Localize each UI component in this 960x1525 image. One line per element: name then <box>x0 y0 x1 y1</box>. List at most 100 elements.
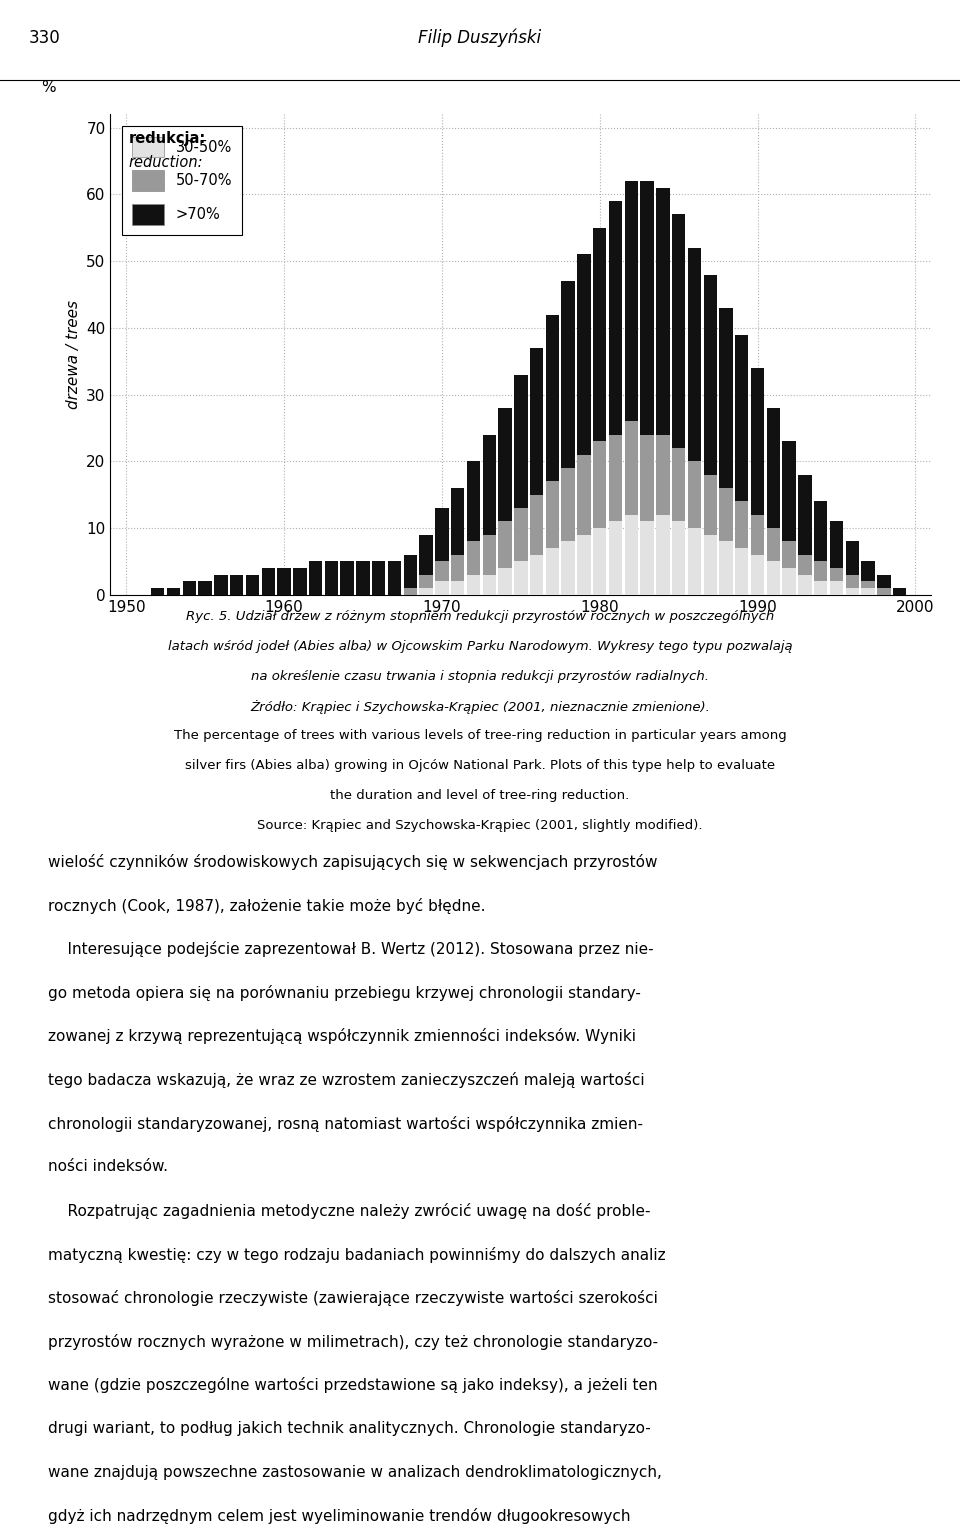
Text: Filip Duszyński: Filip Duszyński <box>419 29 541 47</box>
Bar <box>451 581 465 595</box>
Bar <box>829 522 843 569</box>
Text: redukcja:: redukcja: <box>129 131 205 146</box>
Bar <box>420 589 433 595</box>
Bar <box>483 535 496 575</box>
Bar <box>625 515 638 595</box>
Text: gdyż ich nadrzędnym celem jest wyeliminowanie trendów długookresowych: gdyż ich nadrzędnym celem jest wyelimino… <box>48 1508 631 1523</box>
Bar <box>403 589 417 595</box>
Bar <box>530 494 543 555</box>
Bar <box>861 581 875 589</box>
Bar <box>893 589 906 595</box>
Text: rocznych (Cook, 1987), założenie takie może być błędne.: rocznych (Cook, 1987), założenie takie m… <box>48 898 486 913</box>
Bar <box>151 589 164 595</box>
Bar <box>577 255 590 454</box>
Bar <box>435 581 448 595</box>
Bar <box>420 575 433 589</box>
Bar <box>640 181 654 435</box>
Bar <box>562 468 575 541</box>
Text: Żródło: Krąpiec i Szychowska-Krąpiec (2001, nieznacznie zmienione).: Żródło: Krąpiec i Szychowska-Krąpiec (20… <box>250 700 710 714</box>
Bar <box>214 575 228 595</box>
Bar <box>593 227 607 441</box>
Bar <box>672 522 685 595</box>
Bar <box>309 561 323 595</box>
Bar <box>545 482 559 547</box>
Bar <box>814 581 828 595</box>
Text: Source: Krąpiec and Szychowska-Krąpiec (2001, slightly modified).: Source: Krąpiec and Szychowska-Krąpiec (… <box>257 819 703 833</box>
Bar <box>735 502 749 547</box>
Bar <box>625 181 638 421</box>
Text: latach wśród jodeł (Abies alba) w Ojcowskim Parku Narodowym. Wykresy tego typu p: latach wśród jodeł (Abies alba) w Ojcows… <box>168 640 792 653</box>
Bar <box>767 561 780 595</box>
Bar <box>324 561 338 595</box>
Bar <box>861 561 875 581</box>
Bar <box>372 561 386 595</box>
Bar <box>609 522 622 595</box>
Legend: 30-50%, 50-70%, >70%: 30-50%, 50-70%, >70% <box>122 127 243 235</box>
Bar <box>751 515 764 555</box>
Bar <box>656 435 669 515</box>
Bar <box>782 541 796 569</box>
Bar <box>625 421 638 515</box>
Text: The percentage of trees with various levels of tree-ring reduction in particular: The percentage of trees with various lev… <box>174 729 786 743</box>
Bar <box>798 555 811 575</box>
Bar <box>656 515 669 595</box>
Bar <box>451 488 465 555</box>
Bar <box>814 561 828 581</box>
Text: Ryc. 5. Udział drzew z różnym stopniem redukcji przyrostów rocznych w poszczegól: Ryc. 5. Udział drzew z różnym stopniem r… <box>186 610 774 624</box>
Bar <box>467 541 480 575</box>
Bar <box>246 575 259 595</box>
Bar <box>672 448 685 522</box>
Bar <box>782 441 796 541</box>
Bar <box>687 528 701 595</box>
Bar <box>767 528 780 561</box>
Bar <box>341 561 354 595</box>
Text: tego badacza wskazują, że wraz ze wzrostem zanieczyszczeń maleją wartości: tego badacza wskazują, że wraz ze wzrost… <box>48 1072 644 1087</box>
Bar <box>767 407 780 528</box>
Text: wielość czynników środowiskowych zapisujących się w sekwencjach przyrostów: wielość czynników środowiskowych zapisuj… <box>48 854 658 869</box>
Bar <box>735 547 749 595</box>
Bar <box>230 575 244 595</box>
Bar <box>846 575 859 589</box>
Bar <box>877 589 891 595</box>
Bar <box>719 541 732 595</box>
Bar <box>498 407 512 522</box>
Bar <box>403 555 417 589</box>
Bar <box>704 474 717 535</box>
Bar <box>672 215 685 448</box>
Bar <box>798 474 811 555</box>
Bar <box>704 274 717 474</box>
Bar <box>719 308 732 488</box>
Text: Interesujące podejście zaprezentował B. Wertz (2012). Stosowana przez nie-: Interesujące podejście zaprezentował B. … <box>48 941 654 958</box>
Text: przyrostów rocznych wyrażone w milimetrach), czy też chronologie standaryzo-: przyrostów rocznych wyrażone w milimetra… <box>48 1334 659 1350</box>
Bar <box>829 581 843 595</box>
Y-axis label: drzewa / trees: drzewa / trees <box>65 300 81 409</box>
Bar <box>782 569 796 595</box>
Text: ności indeksów.: ności indeksów. <box>48 1159 168 1174</box>
Text: zowanej z krzywą reprezentującą współczynnik zmienności indeksów. Wyniki: zowanej z krzywą reprezentującą współczy… <box>48 1028 636 1045</box>
Bar <box>577 454 590 535</box>
Bar <box>751 368 764 515</box>
Bar <box>467 575 480 595</box>
Bar <box>277 569 291 595</box>
Bar <box>498 522 512 569</box>
Bar <box>261 569 275 595</box>
Text: %: % <box>41 81 56 95</box>
Bar <box>687 247 701 461</box>
Bar <box>798 575 811 595</box>
Bar <box>498 569 512 595</box>
Bar <box>293 569 306 595</box>
Bar <box>562 541 575 595</box>
Bar <box>562 281 575 468</box>
Bar <box>182 581 196 595</box>
Bar <box>593 441 607 528</box>
Bar <box>435 561 448 581</box>
Text: chronologii standaryzowanej, rosną natomiast wartości współczynnika zmien-: chronologii standaryzowanej, rosną natom… <box>48 1116 643 1132</box>
Bar <box>483 435 496 535</box>
Bar <box>640 435 654 522</box>
Bar <box>719 488 732 541</box>
Bar <box>515 375 527 508</box>
Text: reduction:: reduction: <box>129 156 203 171</box>
Bar <box>609 435 622 522</box>
Text: drugi wariant, to podług jakich technik analitycznych. Chronologie standaryzo-: drugi wariant, to podług jakich technik … <box>48 1421 651 1437</box>
Bar <box>451 555 465 581</box>
